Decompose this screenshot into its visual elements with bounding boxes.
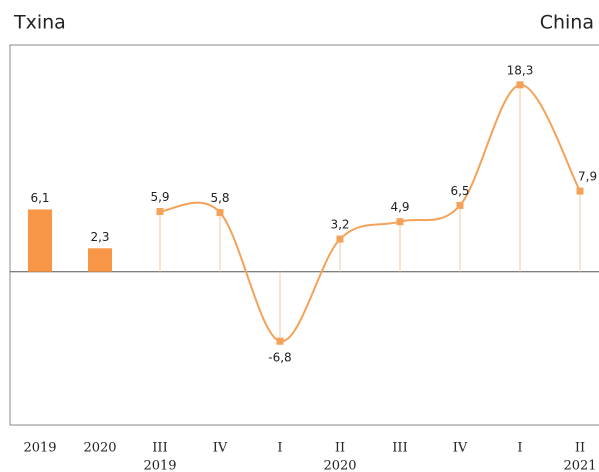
value-label: 5,8	[210, 191, 229, 205]
chart-title: Txina	[13, 12, 66, 34]
point	[336, 235, 344, 243]
plot-frame	[9, 44, 599, 426]
bar	[28, 209, 52, 272]
point	[516, 81, 524, 89]
year-label: 2020	[323, 459, 356, 472]
chart-subtitle: China	[540, 12, 594, 34]
x-tick-label: IV	[453, 441, 468, 456]
value-label: 18,3	[507, 63, 534, 77]
x-tick-label: I	[277, 441, 282, 456]
value-label: 5,9	[150, 190, 169, 204]
bar	[88, 248, 112, 272]
value-label: 6,5	[450, 184, 469, 198]
x-tick-label: III	[392, 441, 407, 456]
point	[396, 218, 404, 226]
point	[216, 209, 224, 217]
x-tick-label: III	[152, 441, 167, 456]
year-label: 2021	[563, 459, 596, 472]
point	[276, 337, 284, 345]
x-tick-label: I	[517, 441, 522, 456]
value-label: 2,3	[90, 230, 109, 244]
point	[456, 201, 464, 209]
point	[156, 208, 164, 216]
x-tick-label: IV	[213, 441, 228, 456]
value-label: 7,9	[578, 170, 597, 184]
value-label: 3,2	[330, 218, 349, 232]
value-label: 4,9	[390, 200, 409, 214]
value-label: 6,1	[30, 191, 49, 205]
x-tick-label: II	[335, 441, 345, 456]
x-tick-label: 2019	[23, 441, 56, 456]
x-tick-label: 2020	[83, 441, 116, 456]
value-label: -6,8	[268, 351, 291, 365]
point	[576, 187, 584, 195]
year-label: 2019	[143, 459, 176, 472]
x-tick-label: II	[575, 441, 585, 456]
